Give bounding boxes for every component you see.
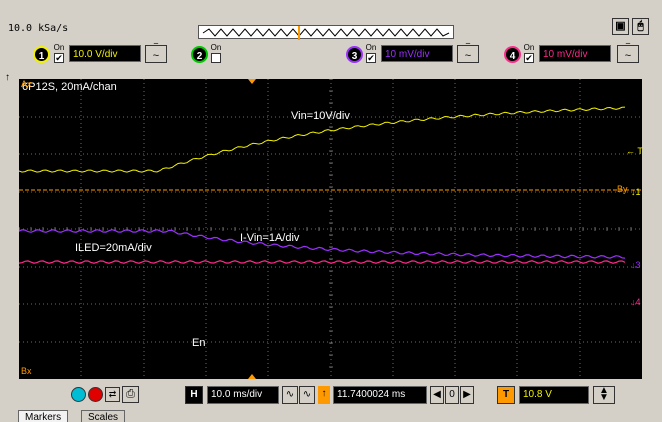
channel-1-badge[interactable]: 1: [33, 46, 50, 63]
scroll-up-arrow-icon[interactable]: ↑: [5, 72, 10, 83]
channel-3-trace: [19, 229, 626, 259]
overview-wave-icon: [202, 26, 450, 40]
channel-2-on-checkbox[interactable]: On: [210, 44, 222, 63]
marker-bx-label: Bx: [21, 366, 32, 376]
marker-top-triangle[interactable]: [248, 79, 256, 84]
vin-label: Vin=10V/div: [291, 110, 350, 122]
ivin-label: I-Vin=1A/div: [240, 232, 300, 244]
channel-1-scale[interactable]: 10.0 V/div: [69, 45, 141, 62]
single-icon[interactable]: ⇄: [105, 387, 120, 402]
timebase-field[interactable]: 10.0 ms/div: [207, 386, 279, 404]
channel-1-coupling-icon[interactable]: ‾ ~: [145, 44, 167, 63]
top-toolbar: 10.0 kSa/s ▣ 🖰 1 On ✔ 10.0 V/div ‾ ~ 2 On …: [0, 0, 662, 63]
delay-field[interactable]: 11.7400024 ms: [333, 386, 427, 404]
waveform-overview[interactable]: [198, 25, 454, 40]
delay-left-arrow-icon[interactable]: ◀: [430, 386, 444, 404]
timebase-adjust-icon[interactable]: ∿: [282, 386, 298, 404]
waveform-graticule: [19, 79, 642, 379]
trigger-button[interactable]: T: [497, 386, 515, 404]
channel-1-trace: [19, 106, 626, 173]
channel-4-scale[interactable]: 10 mV/div: [539, 45, 611, 62]
delay-right-arrow-icon[interactable]: ▶: [460, 386, 474, 404]
bottom-toolbar: ⇄ ⎙ H 10.0 ms/div ∿ ∿ ↑ 11.7400024 ms ◀ …: [0, 380, 662, 422]
horizontal-button[interactable]: H: [185, 386, 203, 404]
channel-1-on-checkbox[interactable]: On ✔: [53, 43, 65, 63]
channel-3-ground-marker[interactable]: ↓3: [631, 260, 641, 270]
en-label: En: [192, 337, 206, 349]
channel-4-on-checkbox[interactable]: On ✔: [523, 43, 535, 63]
delay-center-icon[interactable]: 0: [445, 386, 459, 404]
channel-4-ground-marker[interactable]: ↓4: [631, 297, 641, 307]
channel-4-coupling-icon[interactable]: ‾ ~: [617, 44, 639, 63]
screen-title-label: 6P12S, 20mA/chan: [22, 81, 117, 93]
channel-3-scale[interactable]: 10 mV/div: [381, 45, 453, 62]
trigger-level-marker[interactable]: ← T: [626, 146, 643, 156]
run-icon[interactable]: [71, 387, 86, 402]
waveform-display[interactable]: 6P12S, 20mA/chan Vin=10V/div I-Vin=1A/di…: [19, 79, 643, 379]
timebase-fine-icon[interactable]: ∿: [299, 386, 315, 404]
marker-ax-label: Ax: [21, 79, 32, 89]
channel-4-trace: [19, 260, 626, 264]
iled-label: ILED=20mA/div: [75, 242, 152, 254]
sample-rate-readout: 10.0 kSa/s: [8, 23, 69, 34]
trigger-level-spinner-icon[interactable]: ▲ ▼: [593, 386, 615, 404]
print-icon[interactable]: ⎙: [122, 386, 139, 403]
channel-4-badge[interactable]: 4: [504, 46, 521, 63]
channel-3-on-checkbox[interactable]: On ✔: [365, 43, 377, 63]
mouse-mode-icon[interactable]: 🖰: [632, 18, 649, 35]
channel-1-ground-marker[interactable]: ↓1: [631, 187, 641, 197]
tab-scales[interactable]: Scales: [81, 410, 126, 422]
marker-by-label: By: [617, 184, 628, 194]
channel-3-badge[interactable]: 3: [346, 46, 363, 63]
trigger-level-field[interactable]: 10.8 V: [519, 386, 589, 404]
tab-markers[interactable]: Markers: [18, 410, 69, 422]
delay-reference-icon[interactable]: ↑: [318, 386, 330, 404]
marker-bottom-triangle[interactable]: [248, 374, 256, 379]
channel-3-coupling-icon[interactable]: ‾ ~: [457, 44, 479, 63]
window-layout-icon[interactable]: ▣: [612, 18, 629, 35]
stop-icon[interactable]: [88, 387, 103, 402]
channel-2-badge[interactable]: 2: [191, 46, 208, 63]
